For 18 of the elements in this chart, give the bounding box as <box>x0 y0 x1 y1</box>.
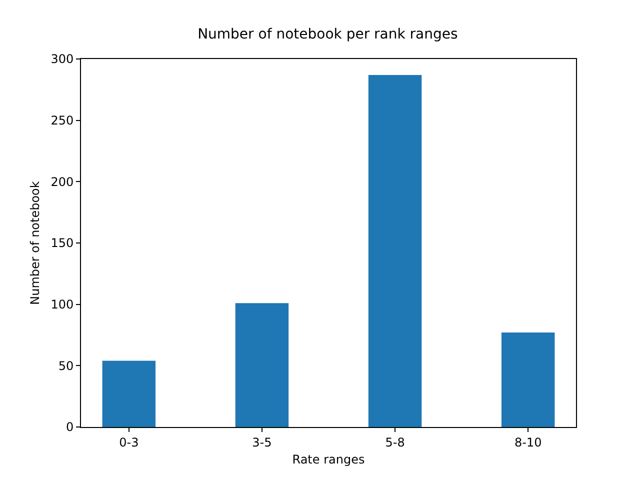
bar <box>501 332 555 427</box>
bar <box>235 303 289 427</box>
y-tick-label: 100 <box>50 298 74 312</box>
chart-title: Number of notebook per rank ranges <box>198 26 458 42</box>
x-tick-label: 8-10 <box>514 435 542 450</box>
y-tick-label: 250 <box>50 114 74 128</box>
y-tick-label: 300 <box>50 52 74 66</box>
x-tick-label: 5-8 <box>385 435 405 450</box>
y-tick-label: 150 <box>50 236 74 250</box>
x-tick-label: 0-3 <box>119 435 139 450</box>
bar <box>102 360 156 427</box>
y-tick-label: 50 <box>58 358 74 373</box>
bar <box>368 74 422 427</box>
x-tick-label: 3-5 <box>252 435 272 450</box>
y-tick-label: 0 <box>66 420 74 434</box>
x-axis-title: Rate ranges <box>292 452 365 466</box>
y-axis-title: Number of notebook <box>28 181 42 305</box>
y-tick-label: 200 <box>50 174 74 189</box>
